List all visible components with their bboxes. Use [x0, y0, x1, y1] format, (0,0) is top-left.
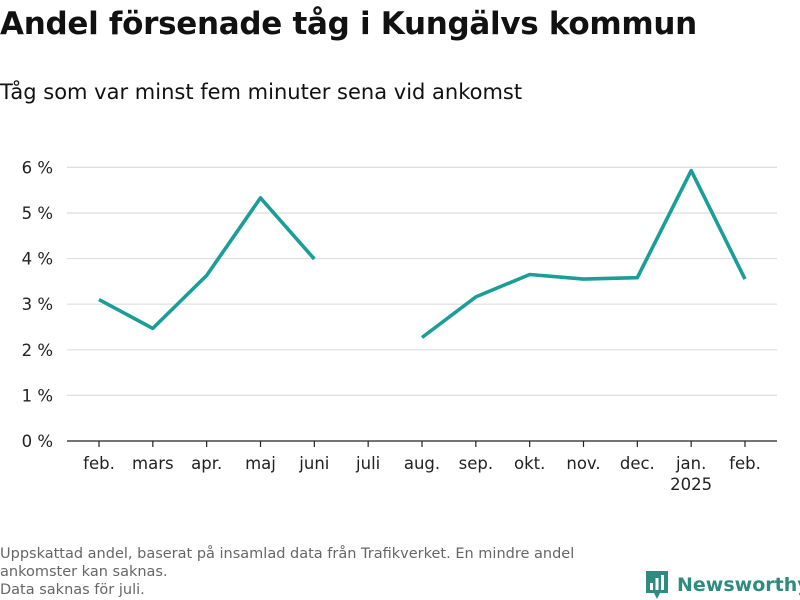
series-line-segment	[420, 168, 747, 339]
series-lines	[98, 168, 747, 339]
chart-subtitle: Tåg som var minst fem minuter sena vid a…	[0, 80, 523, 104]
x-tick-label: juli	[355, 454, 380, 473]
y-tick-label: 3 %	[22, 295, 53, 314]
y-tick-label: 5 %	[22, 204, 53, 223]
y-tick-label: 4 %	[22, 250, 53, 269]
brand-name: Newsworthy	[677, 574, 800, 596]
footnote-line-3: Data saknas för juli.	[0, 582, 145, 598]
x-tick-label: aug.	[404, 454, 440, 473]
y-tick-label: 0 %	[22, 432, 53, 451]
x-tick-label: feb.	[729, 454, 761, 473]
line-chart: 0 % 1 % 2 % 3 % 4 % 5 % 6 % feb. mars apr. maj jun…	[22, 158, 777, 494]
y-tick-label: 2 %	[22, 341, 53, 360]
x-tick-label: dec.	[620, 454, 655, 473]
footnote-line-2: ankomster kan saknas.	[0, 564, 168, 580]
y-axis-ticks: 0 % 1 % 2 % 3 % 4 % 5 % 6 %	[22, 158, 53, 451]
x-tick-label: apr.	[191, 454, 222, 473]
x-tick-label: nov.	[566, 454, 600, 473]
x-tick-label: mars	[132, 454, 174, 473]
bar-chart-logo-icon	[646, 571, 668, 599]
gridlines	[67, 166, 777, 396]
chart-title: Andel försenade tåg i Kungälvs kommun	[0, 6, 697, 42]
footnote: Uppskattad andel, baserat på insamlad da…	[0, 545, 640, 599]
x-tick-label: okt.	[514, 454, 545, 473]
x-tick-label: feb.	[83, 454, 115, 473]
x-tick-label: sep.	[459, 454, 493, 473]
y-tick-label: 1 %	[22, 386, 53, 405]
x-tick-label: juni	[298, 454, 329, 473]
series-line-segment	[98, 196, 316, 331]
x-tick-label: jan.	[675, 454, 706, 473]
x-axis-ticks: feb. mars apr. maj juni juli aug. sep. okt. nov. d…	[83, 441, 761, 494]
y-tick-label: 6 %	[22, 158, 53, 177]
footnote-line-1: Uppskattad andel, baserat på insamlad da…	[0, 546, 575, 562]
brand-logo[interactable]: Newsworthy	[645, 570, 800, 600]
x-tick-label: maj	[245, 454, 276, 473]
x-tick-sublabel: 2025	[670, 475, 712, 494]
